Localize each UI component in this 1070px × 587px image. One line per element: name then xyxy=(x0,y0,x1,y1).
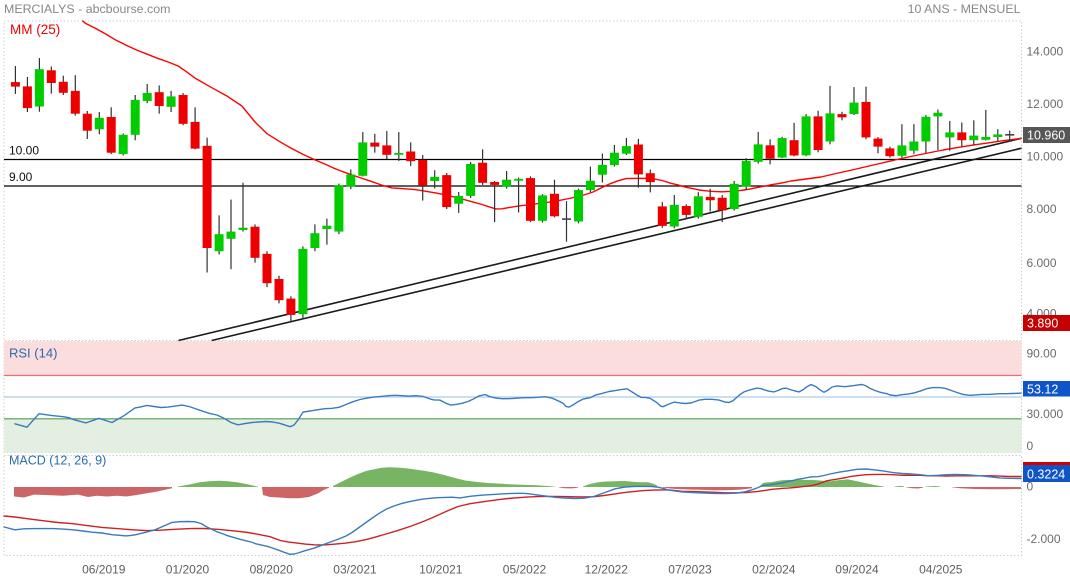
svg-text:8.000: 8.000 xyxy=(1027,202,1057,216)
svg-text:MERCIALYS - abcbourse.com: MERCIALYS - abcbourse.com xyxy=(4,2,170,16)
svg-text:MACD (12, 26, 9): MACD (12, 26, 9) xyxy=(9,454,106,468)
svg-text:10.960: 10.960 xyxy=(1027,129,1065,143)
svg-text:05/2022: 05/2022 xyxy=(503,563,547,577)
svg-text:3.890: 3.890 xyxy=(1027,317,1058,331)
svg-text:12/2022: 12/2022 xyxy=(585,563,629,577)
svg-text:10/2021: 10/2021 xyxy=(419,563,463,577)
svg-text:10.00: 10.00 xyxy=(9,144,39,158)
svg-text:02/2024: 02/2024 xyxy=(752,563,796,577)
svg-text:08/2020: 08/2020 xyxy=(250,563,294,577)
svg-text:30.000: 30.000 xyxy=(1027,407,1064,421)
svg-text:6.000: 6.000 xyxy=(1027,256,1057,270)
svg-text:MM (25): MM (25) xyxy=(10,22,60,37)
svg-text:0.3224: 0.3224 xyxy=(1027,468,1065,482)
svg-text:53.12: 53.12 xyxy=(1027,383,1058,397)
svg-text:90.00: 90.00 xyxy=(1027,347,1057,361)
svg-text:10 ANS - MENSUEL: 10 ANS - MENSUEL xyxy=(908,2,1021,16)
svg-text:09/2024: 09/2024 xyxy=(835,563,879,577)
svg-text:03/2021: 03/2021 xyxy=(333,563,377,577)
svg-text:RSI (14): RSI (14) xyxy=(9,346,57,361)
svg-text:10.000: 10.000 xyxy=(1027,150,1064,164)
svg-text:04/2025: 04/2025 xyxy=(919,563,963,577)
svg-text:01/2020: 01/2020 xyxy=(166,563,210,577)
svg-text:0: 0 xyxy=(1027,480,1034,494)
svg-text:9.00: 9.00 xyxy=(9,170,33,184)
svg-text:0: 0 xyxy=(1027,439,1034,453)
svg-text:12.000: 12.000 xyxy=(1027,97,1064,111)
svg-text:14.000: 14.000 xyxy=(1027,45,1064,59)
svg-text:06/2019: 06/2019 xyxy=(82,563,126,577)
svg-text:07/2023: 07/2023 xyxy=(668,563,712,577)
svg-text:-2.000: -2.000 xyxy=(1027,532,1061,546)
